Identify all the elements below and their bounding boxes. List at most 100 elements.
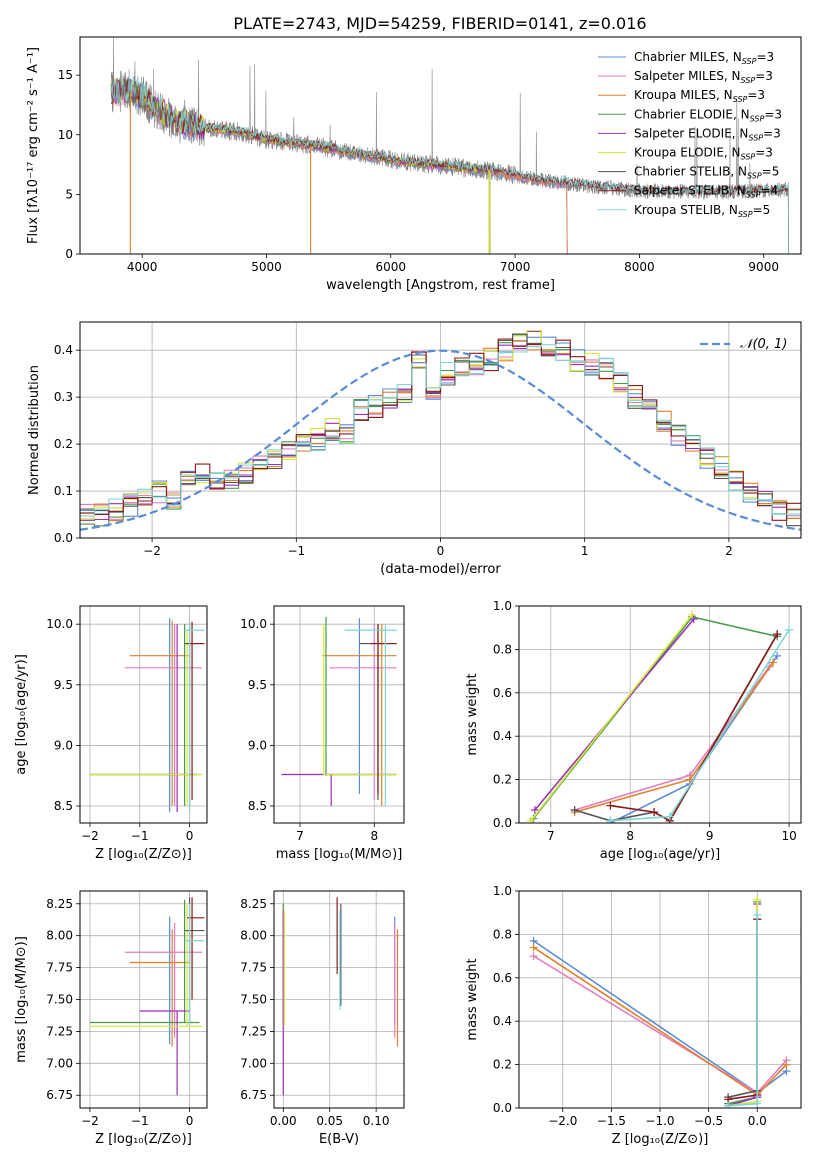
axes-frame [79, 890, 208, 1109]
panel-mass_vs_EBV: 0.00 0.05 0.10 6.75 7.00 7.25 7.50 7.75 8.00 8.25… [240, 890, 405, 1147]
x-tick-label: 0 [186, 829, 194, 843]
x-tick-label: 7 [547, 829, 555, 843]
legend-label-main: Chabrier ELODIE, N [634, 107, 750, 121]
legend-label: Chabrier STELIB, NSSP=5 [634, 165, 779, 181]
y-tick-label: 8.25 [240, 897, 267, 911]
y-tick-label: 7.75 [240, 961, 267, 975]
axes-frame [273, 890, 405, 1109]
y-tick-label: 0.0 [493, 1101, 512, 1115]
panel-spectrum: 4000 5000 6000 7000 8000 9000 0 5 10 15 wavelength… [26, 36, 802, 293]
plot-area [80, 329, 801, 531]
x-tick-label: 0.10 [363, 1114, 390, 1128]
mass-weight-line-kroupa-elodie [530, 614, 693, 822]
legend-label-count: =3 [755, 69, 773, 83]
legend-label-count: =3 [755, 146, 773, 160]
x-tick-label: 4000 [127, 260, 158, 274]
x-tick-label: 0 [186, 1114, 194, 1128]
y-tick-label: 0.3 [54, 390, 73, 404]
legend-label-subscript: SSP [748, 133, 763, 142]
y-tick-label: 9.5 [54, 678, 73, 692]
mass-weight-marker [689, 615, 698, 624]
figure-title: PLATE=2743, MJD=54259, FIBERID=0141, z=0… [233, 14, 646, 33]
legend-label-subscript: SSP [738, 210, 753, 219]
x-axis-label: E(B-V) [319, 1132, 359, 1147]
legend-label-main: Salpeter MILES, N [634, 69, 741, 83]
y-axis-label: Flux [fλ10⁻¹⁷ erg cm⁻² s⁻¹ A⁻¹] [26, 47, 41, 244]
mass-weight-line-chabrier-stelib [727, 919, 758, 1098]
legend-label: Kroupa STELIB, NSSP=5 [634, 203, 770, 219]
x-tick-label: −1 [131, 829, 149, 843]
x-axis-label: wavelength [Angstrom, rest frame] [326, 278, 555, 293]
legend-label: Salpeter ELODIE, NSSP=3 [634, 126, 781, 142]
y-tick-label: 5 [65, 187, 73, 201]
mass-weight-line-kroupa-elodie [727, 899, 758, 1107]
y-tick-label: 0.2 [493, 773, 512, 787]
legend-label-main: Kroupa MILES, N [634, 88, 733, 102]
x-tick-label: 9 [706, 829, 714, 843]
legend-label-count: =3 [764, 107, 782, 121]
x-tick-label: −2 [81, 829, 99, 843]
x-tick-label: 0.00 [270, 1114, 297, 1128]
legend-label-count: =5 [753, 203, 771, 217]
legend-label-count: =4 [760, 184, 778, 198]
panel-residuals: −2 −1 0 1 2 0.0 0.1 0.2 0.3 0.4 (data-model)/error… [27, 321, 802, 577]
panel-age_vs_Z: −2 −1 0 8.5 9.0 9.5 10.0 Z [log₁₀(Z/Z⊙)] age [lo… [14, 605, 208, 862]
x-tick-label: 0 [437, 544, 445, 558]
mass-weight-marker [570, 805, 579, 814]
legend-label: Kroupa ELODIE, NSSP=3 [634, 146, 773, 162]
mass-weight-marker [688, 610, 697, 619]
y-tick-label: 9.5 [248, 678, 267, 692]
legend-label: Chabrier MILES, NSSP=3 [634, 50, 774, 66]
legend-label-subscript: SSP [742, 57, 757, 66]
x-axis-label: mass [log₁₀(M/M⊙)] [276, 847, 403, 862]
x-tick-label: −1.5 [597, 1114, 626, 1128]
axes-frame [518, 605, 802, 824]
plot-area [282, 897, 399, 1096]
plot-area [526, 610, 794, 823]
y-tick-label: 7.25 [46, 1024, 73, 1038]
legend-label-subscript: SSP [741, 76, 756, 85]
y-tick-label: 7.00 [240, 1056, 267, 1070]
mass-weight-marker [773, 651, 782, 660]
x-tick-label: 7000 [500, 260, 531, 274]
y-tick-label: 8.5 [248, 799, 267, 813]
x-tick-label: −0.5 [694, 1114, 723, 1128]
y-tick-label: 10 [58, 128, 73, 142]
x-tick-label: 7 [296, 829, 304, 843]
x-tick-label: 10 [781, 829, 796, 843]
x-tick-label: 0.0 [748, 1114, 767, 1128]
x-tick-label: 2 [725, 544, 733, 558]
mass-weight-line-chabrier-miles [610, 655, 778, 823]
x-axis-label: Z [log₁₀(Z/Z⊙)] [95, 847, 192, 862]
mass-weight-marker [753, 910, 762, 919]
legend-label-subscript: SSP [746, 191, 761, 200]
y-tick-label: 0.4 [493, 729, 512, 743]
x-tick-label: 1 [581, 544, 589, 558]
mass-weight-marker [530, 805, 539, 814]
y-tick-label: 0.6 [493, 971, 512, 985]
mass-weight-marker [769, 658, 778, 667]
plot-area [89, 618, 205, 813]
x-tick-label: 5000 [251, 260, 282, 274]
mass-weight-marker [753, 895, 762, 904]
panel-mass_weight_vs_Z: −2.0 −1.5 −1.0 −0.5 0.0 0.0 0.2 0.4 0.6 0.8 1.0 Z [… [465, 884, 802, 1147]
legend-label: Chabrier ELODIE, NSSP=3 [634, 107, 782, 123]
x-tick-label: −2 [81, 1114, 99, 1128]
y-tick-label: 8.00 [46, 929, 73, 943]
y-tick-label: 8.00 [240, 929, 267, 943]
mass-weight-marker [782, 1060, 791, 1069]
legend-label: 𝒩(0, 1) [740, 337, 787, 352]
y-axis-label: mass [log₁₀(M/M⊙)] [14, 936, 29, 1063]
y-tick-label: 1.0 [493, 884, 512, 898]
panel-mass_weight_vs_age: 7 8 9 10 0.0 0.2 0.4 0.6 0.8 1.0 age [log₁₀(age/yr… [465, 599, 802, 862]
axes-frame [79, 36, 802, 255]
y-tick-label: 0.1 [54, 484, 73, 498]
legend-label-main: Chabrier STELIB, N [634, 165, 747, 179]
plot-area [281, 616, 397, 807]
legend-label-subscript: SSP [747, 172, 762, 181]
model-spectrum-kroupa-stelib [110, 75, 789, 254]
mass-weight-line-salpeter-stelib [610, 633, 778, 822]
mass-weight-marker [724, 1101, 733, 1108]
legend-label-count: =5 [762, 165, 780, 179]
